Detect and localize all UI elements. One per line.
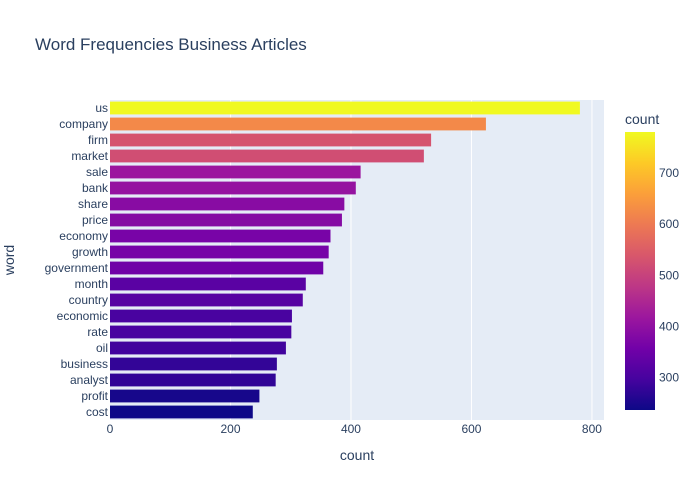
bar [110, 101, 580, 115]
bar [110, 149, 424, 163]
bar [110, 245, 329, 259]
y-tick-label: share [78, 197, 108, 211]
bars [110, 101, 580, 419]
bar [110, 325, 292, 339]
x-tick-labels: 0 200 400 600 800 [107, 422, 603, 436]
colorbar-tick-label: 700 [659, 166, 679, 180]
bar [110, 117, 486, 131]
bar [110, 261, 324, 275]
colorbar-tick-label: 300 [659, 371, 679, 385]
y-tick-label: economy [59, 229, 108, 243]
bar [110, 293, 303, 307]
y-tick-label: business [61, 357, 108, 371]
bar [110, 405, 253, 419]
y-tick-label: cost [86, 405, 109, 419]
y-tick-label: profit [81, 389, 108, 403]
y-tick-label: firm [88, 133, 108, 147]
y-tick-label: company [59, 117, 108, 131]
y-tick-labels: us company firm market sale bank share price eco… [45, 101, 109, 419]
y-axis-title: word [1, 245, 17, 276]
bar [110, 341, 286, 355]
bar [110, 389, 260, 403]
x-tick-label: 0 [107, 422, 114, 436]
bar [110, 213, 342, 227]
x-tick-label: 800 [582, 422, 602, 436]
colorbar-tick-label: 600 [659, 217, 679, 231]
y-tick-label: rate [87, 325, 108, 339]
x-tick-label: 600 [461, 422, 481, 436]
bar [110, 357, 277, 371]
colorbar-tick-labels: 300 400 500 600 700 [659, 166, 679, 385]
y-tick-label: government [45, 261, 109, 275]
y-tick-label: analyst [70, 373, 109, 387]
y-tick-label: bank [82, 181, 109, 195]
bar [110, 229, 331, 243]
bar [110, 197, 345, 211]
y-tick-label: economic [57, 309, 108, 323]
y-tick-label: us [95, 101, 108, 115]
plot-area [110, 100, 604, 420]
bar [110, 165, 361, 179]
y-tick-label: growth [72, 245, 108, 259]
bar [110, 133, 432, 147]
chart-title: Word Frequencies Business Articles [35, 35, 307, 54]
bar [110, 309, 292, 323]
y-tick-label: market [71, 149, 108, 163]
x-tick-label: 200 [220, 422, 240, 436]
y-tick-label: month [75, 277, 108, 291]
y-tick-label: price [82, 213, 108, 227]
bar [110, 181, 356, 195]
x-axis-title: count [340, 447, 374, 463]
colorbar [625, 132, 655, 410]
colorbar-tick-label: 500 [659, 268, 679, 282]
y-tick-label: country [69, 293, 108, 307]
bar [110, 373, 276, 387]
x-tick-label: 400 [341, 422, 361, 436]
bar [110, 277, 306, 291]
colorbar-tick-label: 400 [659, 320, 679, 334]
colorbar-title: count [625, 111, 659, 127]
y-tick-label: oil [96, 341, 108, 355]
y-tick-label: sale [86, 165, 108, 179]
